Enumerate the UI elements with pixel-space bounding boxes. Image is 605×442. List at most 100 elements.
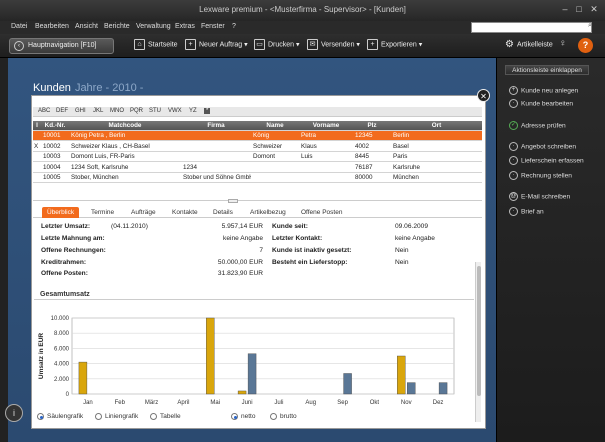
action-angebot[interactable]: · Angebot schreiben [509,142,576,153]
maximize-icon[interactable]: □ [576,4,582,14]
col-header-vorname[interactable]: Vorname [312,122,340,129]
lieferstopp-label: Besteht ein Lieferstopp: [272,259,348,266]
menu-fenster[interactable]: Fenster [201,23,225,30]
liniengrafik-label: Liniengrafik [105,413,139,421]
tab-termine[interactable]: Termine [91,209,115,216]
kunde-inaktiv-label: Kunde ist inaktiv gesetzt: [272,247,352,254]
action-rechnung-label: Rechnung stellen [521,172,572,180]
option-brutto[interactable]: brutto [270,413,297,420]
splitter[interactable] [33,200,482,204]
tab-kontakte[interactable]: Kontakte [172,209,198,216]
menu-datei[interactable]: Datei [11,23,28,30]
scrollbar-thumb[interactable] [477,266,481,396]
table-row[interactable]: 10001 König Petra , Berlin König Petra 12345… [33,131,482,141]
detail-scrollbar[interactable] [475,262,481,422]
col-header-name[interactable]: Name [266,122,284,129]
menu-extras[interactable]: Extras [175,23,195,30]
radio-liniengrafik[interactable] [95,413,102,420]
cell-name: König [253,132,270,139]
table-header: I Kd.-Nr. Matchcode Firma Name Vorname P… [33,121,482,131]
hauptnavigation-button[interactable]: ‹ Hauptnavigation [F10] [9,38,114,54]
artikelleiste-button[interactable]: ⚙ Artikelleiste [505,39,553,53]
search-input[interactable] [471,22,592,33]
col-header-ort[interactable]: Ort [431,122,442,129]
alpha-filter-pqr[interactable]: PQR [130,108,144,114]
add-user-icon: + [509,86,518,95]
menu-bearbeiten[interactable]: Bearbeiten [35,23,69,30]
table-row[interactable]: 10003 Domont Luis, FR-Paris Domont Luis 8445… [33,152,482,162]
tab-ueberblick[interactable]: Überblick [42,207,80,218]
radio-netto[interactable] [231,413,238,420]
collapse-action-panel-button[interactable]: Aktionsleiste einklappen [505,65,589,75]
page-title-text: Kunden [33,82,71,94]
neuer-auftrag-button[interactable]: + Neuer Auftrag ▾ [185,39,248,53]
cell-vorname: Klaus [301,142,317,150]
alpha-filter-vwx[interactable]: VWX [168,108,182,114]
col-header-i[interactable]: I [36,122,38,129]
option-saeulengrafik[interactable]: Säulengrafik [37,413,83,420]
alpha-filter-all[interactable]: * [204,108,211,114]
radio-brutto[interactable] [270,413,277,420]
hauptnavigation-label: Hauptnavigation [F10] [28,42,97,49]
col-header-plz[interactable]: Plz [367,122,377,129]
info-circle-icon[interactable]: i [5,404,23,422]
menu-verwaltung[interactable]: Verwaltung [136,23,171,30]
x-tick-label: Okt [370,400,380,406]
tab-auftraege[interactable]: Aufträge [131,209,156,216]
option-liniengrafik[interactable]: Liniengrafik [95,413,138,420]
radio-saeulengrafik[interactable] [37,413,44,420]
action-kunde-bearbeiten[interactable]: · Kunde bearbeiten [509,99,573,110]
action-lieferschein[interactable]: · Lieferschein erfassen [509,156,584,167]
email-icon: @ [509,192,518,201]
alpha-filter-abc[interactable]: ABC [38,108,51,114]
saeulengrafik-label: Säulengrafik [47,413,84,421]
menu-berichte[interactable]: Berichte [104,23,130,30]
letzte-mahnung-value: keine Angabe [223,235,263,242]
action-brief[interactable]: · Brief an [509,207,544,218]
option-tabelle[interactable]: Tabelle [150,413,181,420]
delivery-note-icon: · [509,156,518,165]
chart-bar [206,317,215,395]
drucken-button[interactable]: ▭ Drucken ▾ [254,39,300,53]
action-adresse-pruefen[interactable]: ✓ Adresse prüfen [509,121,566,132]
lightbulb-icon[interactable]: ♀ [559,38,567,49]
action-kunde-neu-label: Kunde neu anlegen [521,87,579,95]
table-row[interactable]: 10004 1234 Soft, Karlsruhe 1234 76187 Karlsr… [33,163,482,173]
table-row[interactable]: X 10002 Schweizer Klaus , CH-Basel Schweize… [33,142,482,152]
close-card-icon[interactable]: ✕ [477,89,490,102]
option-netto[interactable]: netto [231,413,255,420]
menu-help[interactable]: ? [232,23,236,30]
menu-ansicht[interactable]: Ansicht [75,23,98,30]
action-email[interactable]: @ E-Mail schreiben [509,192,570,203]
versenden-button[interactable]: ✉ Versenden ▾ [307,39,360,53]
col-header-matchcode[interactable]: Matchcode [108,122,142,129]
splitter-grip[interactable] [228,199,238,203]
col-header-nr[interactable]: Kd.-Nr. [44,122,66,129]
alpha-filter-ghi[interactable]: GHI [75,108,86,114]
page-subtitle: Jahre - 2010 - [74,82,144,94]
alpha-filter-mno[interactable]: MNO [110,108,124,114]
artikelleiste-label: Artikelleiste [516,41,553,49]
action-rechnung[interactable]: · Rechnung stellen [509,171,572,182]
table-row[interactable]: 10005 Stober, München Stober und Söhne Gmb… [33,173,482,183]
minimize-icon[interactable]: – [562,4,568,14]
tab-details[interactable]: Details [213,209,233,216]
alpha-filter-def[interactable]: DEF [56,108,68,114]
tab-offene-posten[interactable]: Offene Posten [301,209,343,216]
startseite-button[interactable]: ⌂ Startseite [134,39,178,53]
check-address-icon: ✓ [509,121,518,130]
search-icon[interactable]: ⌕ [588,22,592,29]
cell-matchcode: 1234 Soft, Karlsruhe [71,163,129,171]
alpha-filter-yz[interactable]: YZ [189,108,197,114]
exportieren-button[interactable]: + Exportieren ▾ [367,39,422,53]
help-icon[interactable]: ? [578,38,593,53]
alpha-filter-stu[interactable]: STU [149,108,161,114]
col-header-firma[interactable]: Firma [207,122,225,129]
close-window-icon[interactable]: ✕ [590,4,598,14]
action-kunde-neu[interactable]: + Kunde neu anlegen [509,86,578,97]
radio-tabelle[interactable] [150,413,157,420]
tab-artikelbezug[interactable]: Artikelbezug [250,209,286,216]
cell-ort: Karlsruhe [393,163,420,171]
detail-tabs [33,206,482,218]
alpha-filter-jkl[interactable]: JKL [93,108,104,114]
